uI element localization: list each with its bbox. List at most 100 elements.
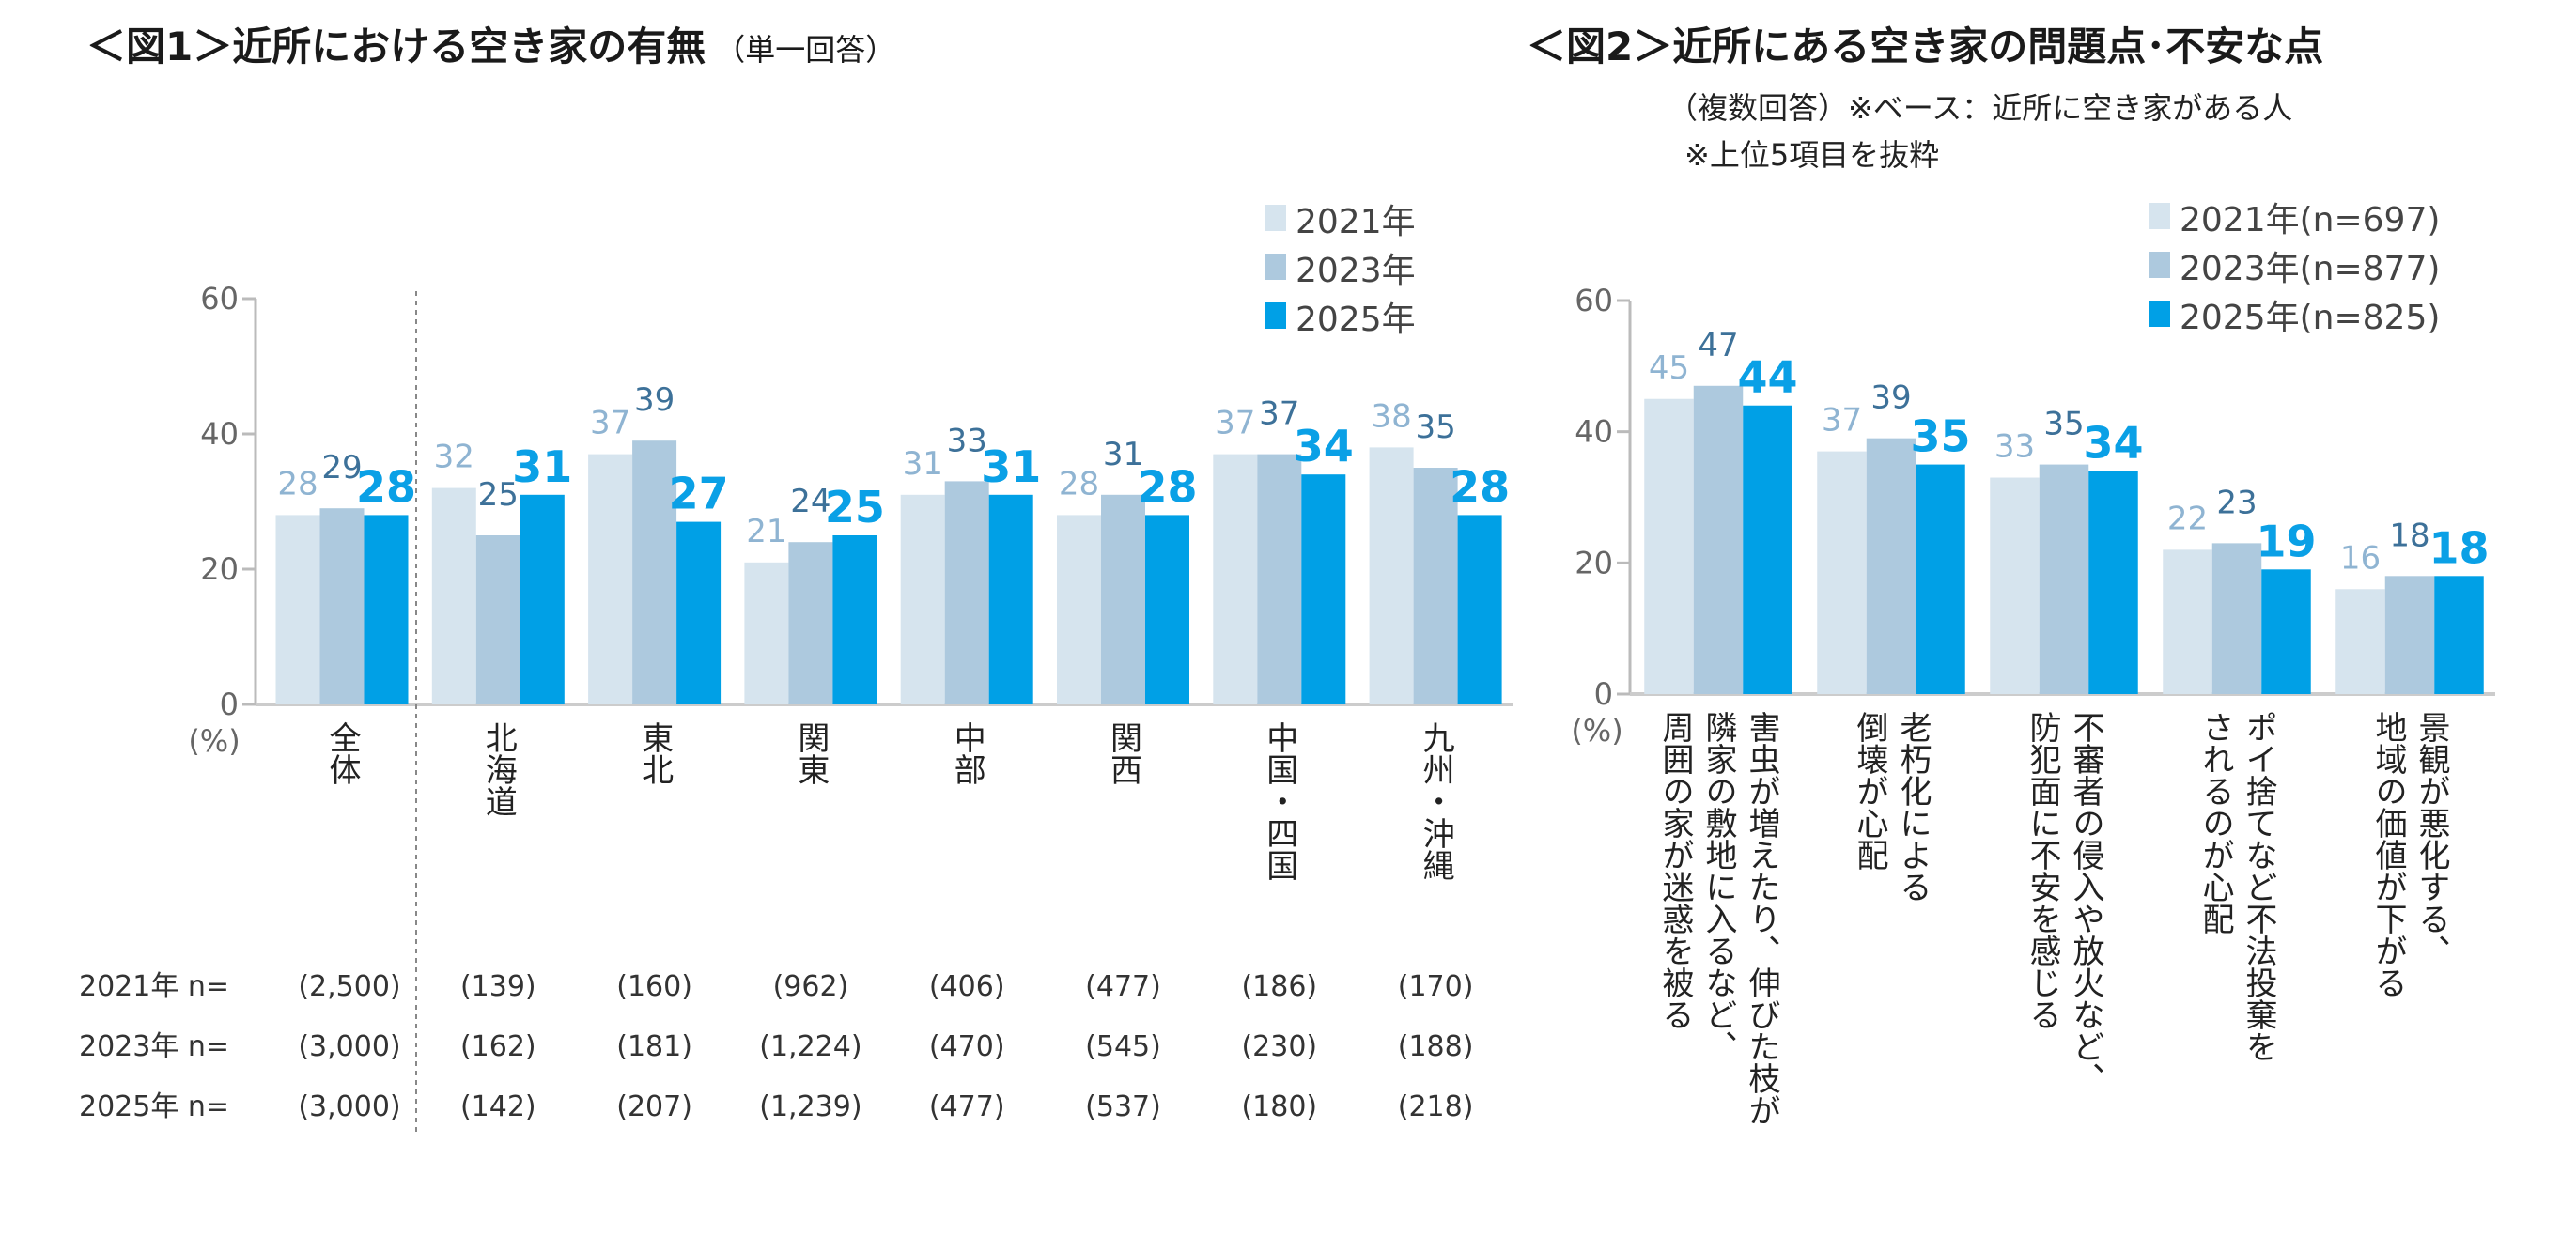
bar-2025年 [1301,474,1346,704]
data-label: 18 [2429,522,2489,573]
bar-2025年 [520,494,565,704]
x-category-label: 老朽化による 倒壊が心配 [1851,711,1932,903]
data-label: 35 [1910,411,1970,462]
x-category-label: 全体 [323,721,361,785]
data-label: 37 [1259,395,1299,433]
x-category-label: 東北 [635,721,674,785]
legend-label: 2021年(n=697) [2180,201,2440,239]
data-label: 25 [825,482,885,533]
data-label: 23 [2216,484,2257,521]
x-category-label: ポイ捨てなど不法投棄を されるのが心配 [2196,711,2277,1062]
data-label: 39 [634,381,675,419]
x-category-label: 関東 [791,721,830,785]
y-tick-label: 60 [1575,283,1613,318]
bar-2025年 [988,494,1033,704]
data-label: 28 [1137,461,1197,512]
bar-2021年 [900,494,945,704]
bar-2021年 [1213,454,1258,704]
data-label: 31 [903,445,943,483]
bar-2023年 [944,481,989,704]
data-label: 35 [1415,409,1455,446]
n-table-cell: (180) [1241,1090,1317,1123]
y-axis-unit-label: (%) [1571,713,1622,749]
data-label: 38 [1371,397,1411,435]
bar-2025年 [676,521,722,704]
bar-2025年 [832,535,877,704]
data-label: 34 [2083,418,2143,469]
data-label: 35 [2043,406,2084,443]
figure2-note-2: ※上位5項目を抜粋 [1684,137,1939,173]
data-label: 44 [1737,352,1797,403]
bar-2025年(n=825) [1916,464,1965,694]
data-label: 32 [434,439,474,476]
legend-label: 2023年(n=877) [2180,250,2440,288]
bar-2025年(n=825) [2261,569,2311,694]
data-label: 28 [1059,465,1099,502]
n-table-cell: (406) [929,970,1005,1003]
bar-2021年(n=697) [1644,398,1694,694]
data-label: 34 [1294,421,1354,471]
legend-swatch [1265,205,1286,231]
figure2-note-1: （複数回答）※ベース：近所に空き家がある人 [1668,90,2292,126]
bar-2023年 [1257,454,1302,704]
n-table-row-label: 2021年 n= [79,970,229,1003]
x-category-label: 中国・四国 [1260,721,1298,881]
bar-2023年 [788,542,833,704]
data-label: 45 [1649,349,1689,387]
n-table-cell: (3,000) [298,1030,400,1063]
n-table-cell: (2,500) [298,970,400,1003]
n-table-cell: (162) [460,1030,536,1063]
data-label: 33 [1994,428,2035,466]
bar-2025年(n=825) [2088,471,2138,694]
data-label: 29 [321,449,362,487]
x-category-label: 関西 [1104,721,1142,785]
x-category-label: 景観が悪化する、 地域の価値が下がる [2369,711,2450,998]
legend-swatch [1265,302,1286,329]
y-tick-label: 0 [220,687,239,722]
n-table-cell: (170) [1398,970,1474,1003]
x-category-label: 不審者の侵入や放火など、 防犯面に不安を感じる [2024,711,2104,1094]
data-label: 19 [2256,516,2316,566]
data-label: 37 [1822,402,1862,440]
y-tick-label: 20 [1575,545,1613,580]
legend-swatch [1265,254,1286,280]
data-label: 22 [2167,500,2208,537]
legend-label: 2023年 [1296,252,1416,290]
data-label: 31 [981,441,1041,492]
bar-2021年(n=697) [1990,477,2040,694]
y-tick-label: 60 [200,281,239,317]
n-table-cell: (186) [1241,970,1317,1003]
bar-2023年(n=877) [2384,576,2435,694]
bar-2021年(n=697) [1817,451,1867,694]
legend-label: 2025年 [1296,301,1416,339]
n-table-cell: (139) [460,970,536,1003]
n-table-cell: (962) [773,970,849,1003]
n-table-cell: (160) [616,970,692,1003]
n-table-cell: (3,000) [298,1090,400,1123]
figure1-title: ＜図1＞近所における空き家の有無 （単一回答） [86,23,895,70]
data-label: 47 [1698,327,1738,364]
n-table-cell: (142) [460,1090,536,1123]
data-label: 16 [2340,539,2381,577]
bar-2025年 [1457,515,1502,704]
bar-2023年(n=877) [2039,464,2089,694]
data-label: 24 [790,483,830,520]
n-table-cell: (477) [929,1090,1005,1123]
n-table-cell: (218) [1398,1090,1474,1123]
bar-2023年 [1101,494,1145,704]
legend-swatch [2149,252,2170,278]
data-label: 39 [1870,379,1911,417]
x-category-label: 北海道 [479,721,518,817]
data-label: 18 [2389,517,2429,554]
y-tick-label: 40 [200,416,239,452]
n-table-row-label: 2025年 n= [79,1090,229,1123]
data-label: 37 [590,405,630,442]
bar-2025年(n=825) [1743,405,1792,694]
legend-swatch [2149,301,2170,327]
bar-2025年 [1145,515,1189,704]
data-label: 21 [746,513,786,550]
n-table-cell: (181) [616,1030,692,1063]
bar-2023年(n=877) [2211,543,2262,694]
n-table-row-label: 2023年 n= [79,1030,229,1063]
